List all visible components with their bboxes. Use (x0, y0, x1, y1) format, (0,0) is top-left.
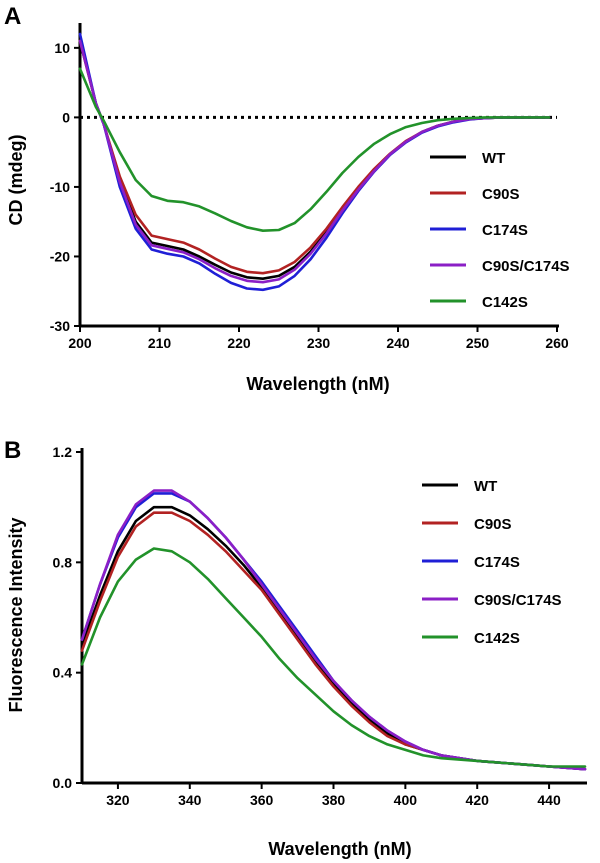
y-axis-title-b: Fluorescence Intensity (6, 517, 26, 712)
series-line-c142s (80, 547, 587, 768)
x-tick-label: 200 (68, 335, 92, 351)
x-tick-label: 210 (148, 335, 172, 351)
y-axis-title-a: CD (mdeg) (6, 135, 26, 226)
chart-panel-b: B Fluorescence Intensity Wavelength (nM)… (4, 437, 587, 859)
y-tick-label: 0.0 (53, 775, 73, 791)
legend-a: WT C90S C174S C90S/C174S C142S (430, 150, 570, 311)
legend-label: C90S/C174S (482, 258, 570, 275)
legend-label: C174S (482, 222, 528, 239)
x-tick-label: 220 (227, 335, 251, 351)
x-tick-label: 240 (386, 335, 410, 351)
x-axis-title-b: Wavelength (nM) (268, 839, 411, 859)
series-layer-a (78, 32, 551, 292)
legend-label: C174S (474, 554, 520, 571)
series-line-c174s (78, 32, 551, 292)
x-tick-label: 360 (250, 792, 274, 808)
x-tick-label: 400 (394, 792, 418, 808)
y-tick-label: -30 (50, 318, 70, 334)
series-line-c142s (78, 67, 551, 232)
legend-label: WT (474, 478, 497, 495)
chart-panel-a: A CD (mdeg) Wavelength (nM) 200 210 220 230… (4, 3, 570, 394)
x-tick-label: 320 (106, 792, 130, 808)
legend-label: C142S (482, 294, 528, 311)
x-tick-label: 250 (466, 335, 490, 351)
y-tick-label: 0 (62, 109, 70, 125)
x-tick-label: 380 (322, 792, 346, 808)
panel-label-a: A (4, 3, 21, 30)
y-tick-label: 10 (54, 40, 70, 56)
ticks-a: 200 210 220 230 240 250 260 -30 -20 -10 0 10 (50, 23, 569, 351)
x-tick-label: 440 (537, 792, 561, 808)
ticks-b: 320 340 360 380 400 420 440 0.0 0.4 0.8 1.2 (53, 444, 587, 808)
x-tick-label: 230 (307, 335, 331, 351)
y-tick-label: 0.8 (53, 554, 73, 570)
y-tick-label: -20 (50, 248, 70, 264)
x-tick-label: 340 (178, 792, 202, 808)
legend-label: C90S (474, 516, 512, 533)
legend-label: C90S/C174S (474, 592, 562, 609)
x-tick-label: 260 (545, 335, 569, 351)
legend-label: C142S (474, 630, 520, 647)
y-tick-label: 0.4 (53, 665, 73, 681)
series-line-c90s (78, 39, 551, 275)
series-layer-b (80, 489, 587, 771)
panel-label-b: B (4, 437, 21, 464)
legend-label: WT (482, 150, 505, 167)
legend-label: C90S (482, 186, 520, 203)
y-tick-label: -10 (50, 179, 70, 195)
x-axis-title-a: Wavelength (nM) (246, 374, 389, 394)
legend-b: WT C90S C174S C90S/C174S C142S (422, 478, 562, 647)
y-tick-label: 1.2 (53, 444, 73, 460)
x-tick-label: 420 (466, 792, 490, 808)
